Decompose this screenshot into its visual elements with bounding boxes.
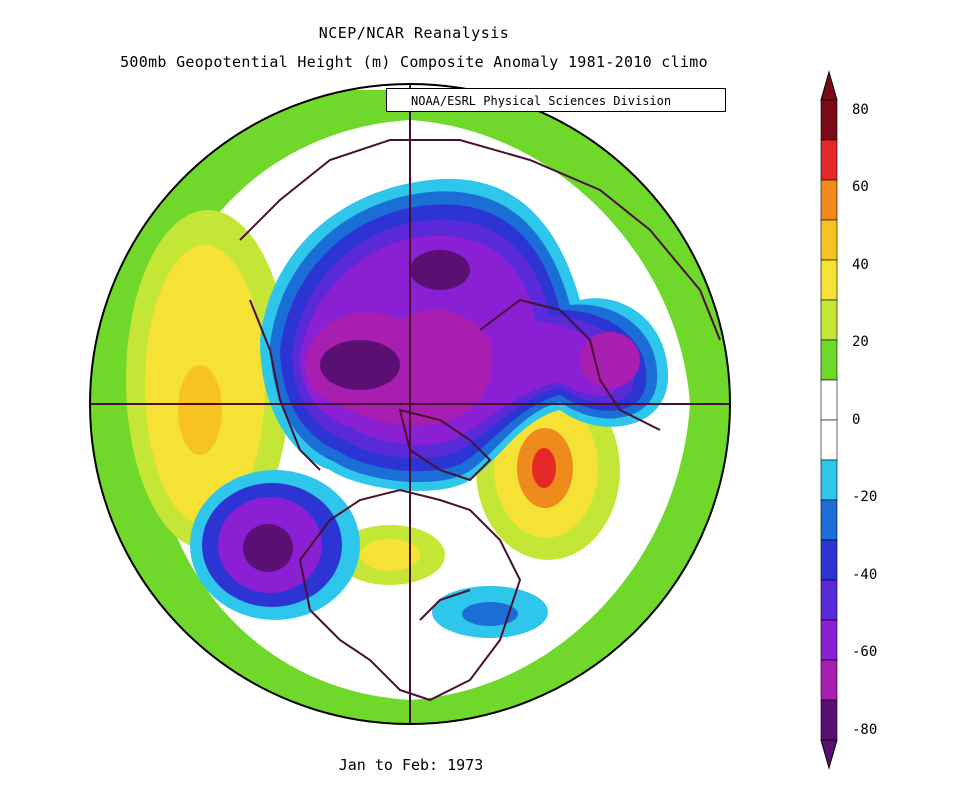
map-title-line2: 500mb Geopotential Height (m) Composite … bbox=[120, 53, 708, 71]
colorbar-top-arrow bbox=[820, 70, 838, 101]
n-america-ridge-core bbox=[360, 539, 420, 571]
colorbar-bottom-arrow bbox=[820, 739, 838, 770]
colorbar-block bbox=[820, 179, 838, 221]
colorbar-block bbox=[820, 579, 838, 621]
colorbar-label-20: 20 bbox=[852, 334, 869, 350]
colorbar-block bbox=[820, 139, 838, 181]
colorbar-block bbox=[820, 299, 838, 341]
map-boundary bbox=[89, 83, 731, 725]
colorbar-block bbox=[820, 339, 838, 381]
colorbar-label-minus-60: -60 bbox=[852, 644, 878, 660]
colorbar-block bbox=[820, 659, 838, 701]
colorbar-label-40: 40 bbox=[852, 257, 869, 273]
se-us-low-blue bbox=[462, 602, 518, 626]
coast-north-america bbox=[298, 488, 522, 702]
colorbar-block bbox=[820, 259, 838, 301]
colorbar-label-minus-20: -20 bbox=[852, 489, 878, 505]
pacific-ridge-core bbox=[178, 365, 222, 455]
colorbar-label-80: 80 bbox=[852, 102, 869, 118]
colorbar-block bbox=[820, 499, 838, 541]
coast-eurasia bbox=[239, 139, 721, 341]
siberia-low-core bbox=[410, 250, 470, 290]
colorbar-label-minus-80: -80 bbox=[852, 722, 878, 738]
colorbar-block bbox=[820, 419, 838, 461]
atlantic-ridge-core bbox=[532, 448, 556, 488]
coast-hudson-bay bbox=[419, 589, 471, 621]
colorbar-label-0: 0 bbox=[852, 412, 861, 428]
colorbar-label-60: 60 bbox=[852, 179, 869, 195]
period-label: Jan to Feb: 1973 bbox=[338, 756, 484, 774]
arctic-trough-core bbox=[320, 340, 400, 390]
coast-greenland bbox=[398, 408, 492, 482]
colorbar-block bbox=[820, 699, 838, 741]
colorbar-block bbox=[820, 379, 838, 421]
coast-asia-east bbox=[249, 299, 321, 471]
coastlines bbox=[239, 139, 721, 702]
colorbar-block bbox=[820, 219, 838, 261]
coast-europe bbox=[479, 298, 661, 431]
colorbar-block bbox=[820, 459, 838, 501]
alaska-low-core bbox=[243, 524, 293, 572]
colorbar-block bbox=[820, 99, 838, 141]
colorbar-block bbox=[820, 539, 838, 581]
map-title-line1: NCEP/NCAR Reanalysis bbox=[318, 24, 510, 42]
colorbar-block bbox=[820, 619, 838, 661]
colorbar bbox=[820, 70, 838, 770]
colorbar-label-minus-40: -40 bbox=[852, 567, 878, 583]
credit-box: NOAA/ESRL Physical Sciences Division bbox=[386, 88, 726, 112]
europe-low bbox=[580, 332, 640, 388]
